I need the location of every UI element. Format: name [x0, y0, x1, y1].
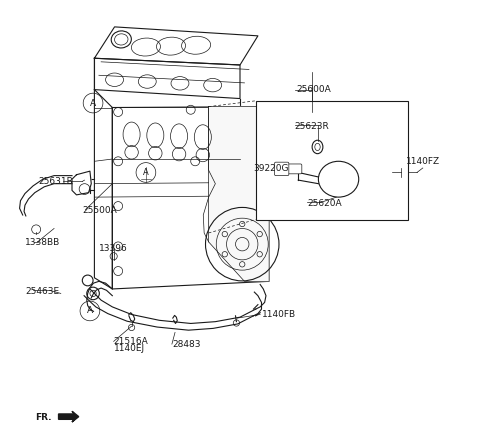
Bar [256, 101, 408, 220]
Text: 39220G: 39220G [253, 164, 289, 173]
Text: 25600A: 25600A [296, 85, 331, 94]
Polygon shape [59, 411, 79, 422]
Text: A: A [143, 168, 149, 177]
Text: 25500A: 25500A [82, 206, 117, 215]
Text: 13396: 13396 [99, 244, 128, 253]
Polygon shape [72, 171, 91, 195]
Text: A: A [87, 306, 93, 315]
FancyBboxPatch shape [286, 164, 302, 174]
Polygon shape [95, 27, 258, 65]
Text: 25623R: 25623R [295, 122, 329, 131]
FancyBboxPatch shape [275, 162, 289, 176]
Text: 25620A: 25620A [307, 199, 342, 208]
Polygon shape [209, 107, 269, 281]
Text: 1140EJ: 1140EJ [114, 344, 145, 353]
Text: 1140FZ: 1140FZ [406, 157, 440, 166]
Text: 25631B: 25631B [38, 177, 73, 186]
Polygon shape [112, 107, 269, 289]
Polygon shape [95, 58, 240, 99]
Polygon shape [95, 90, 112, 289]
Text: A: A [90, 99, 96, 108]
Text: 25463E: 25463E [25, 287, 59, 296]
Text: 28483: 28483 [172, 340, 201, 349]
Text: 1140FB: 1140FB [262, 310, 296, 319]
Text: 1338BB: 1338BB [25, 238, 60, 247]
Text: FR.: FR. [35, 413, 51, 422]
Text: 21516A: 21516A [114, 337, 148, 346]
